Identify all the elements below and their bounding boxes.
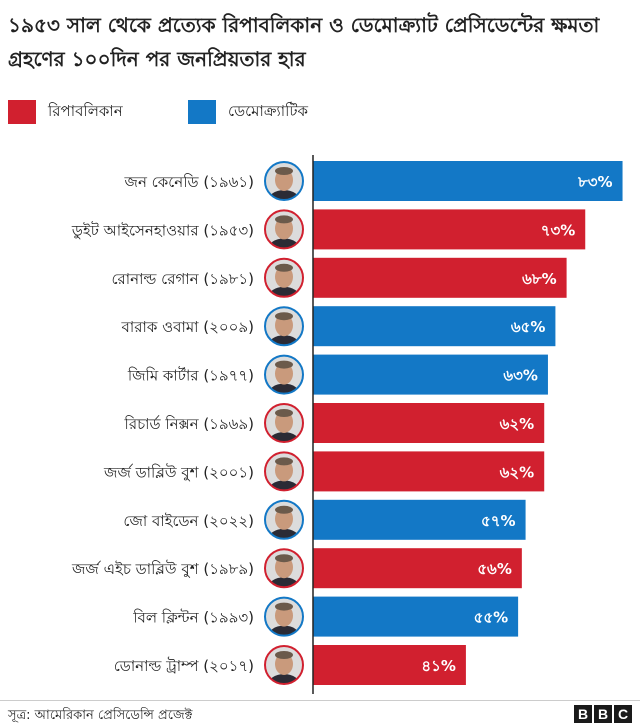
- bar-value-label: ৬২%: [500, 415, 535, 433]
- bar: [313, 548, 522, 589]
- category-label: রোনাল্ড রেগান (১৯৮১): [111, 270, 254, 288]
- president-portrait-icon: [264, 499, 304, 540]
- president-portrait-icon: [264, 209, 304, 250]
- bar: [313, 645, 466, 685]
- president-portrait-icon: [264, 306, 304, 347]
- category-label: জিমি কার্টার (১৯৭৭): [127, 367, 254, 385]
- category-label: জো বাইডেন (২০২২): [123, 512, 254, 530]
- chart-title: ১৯৫৩ সাল থেকে প্রত্যেক রিপাবলিকান ও ডেমো…: [8, 13, 600, 71]
- bar: [313, 257, 567, 298]
- bar: [313, 499, 526, 540]
- category-label: বিল ক্লিন্টন (১৯৯৩): [132, 609, 254, 627]
- category-label: জর্জ ডাব্লিউ বুশ (২০০১): [103, 463, 254, 481]
- category-label: রিচার্ড নিক্সন (১৯৬৯): [124, 415, 254, 433]
- bar: [313, 306, 556, 347]
- president-portrait-icon: [264, 548, 304, 589]
- bar-value-label: ৫৭%: [481, 512, 516, 530]
- bar-value-label: ৬৩%: [503, 367, 538, 385]
- bar-value-label: ৪১%: [421, 657, 456, 675]
- president-portrait-icon: [264, 403, 304, 443]
- president-portrait-icon: [264, 161, 304, 201]
- president-portrait-icon: [264, 451, 304, 492]
- bar: [313, 354, 548, 395]
- bar: [313, 161, 623, 201]
- bar-value-label: ৭৩%: [541, 221, 576, 239]
- legend-swatch-republican: [8, 100, 36, 124]
- category-label: জর্জ এইচ ডাব্লিউ বুশ (১৯৮৯): [71, 560, 254, 578]
- category-label: ডুইট আইসেনহাওয়ার (১৯৫৩): [71, 221, 254, 239]
- president-portrait-icon: [264, 645, 304, 685]
- bar-value-label: ৫৫%: [474, 609, 509, 627]
- bar-value-label: ৫৬%: [477, 560, 512, 578]
- category-label: ডোনাল্ড ট্রাম্প (২০১৭): [114, 657, 254, 675]
- footer-divider: [0, 700, 640, 701]
- bar: [313, 209, 586, 250]
- legend-label-republican: রিপাবলিকান: [48, 101, 123, 120]
- bbc-logo-letter: B: [574, 705, 592, 723]
- president-portrait-icon: [264, 596, 304, 637]
- legend-item-republican: রিপাবলিকান: [8, 100, 123, 124]
- category-label: জন কেনেডি (১৯৬১): [124, 173, 254, 191]
- source-note: সূত্র: আমেরিকান প্রেসিডেন্সি প্রজেক্ট: [8, 708, 193, 723]
- bar: [313, 451, 545, 492]
- bbc-logo: B B C: [574, 705, 632, 723]
- bar: [313, 403, 545, 443]
- bar-value-label: ৬৫%: [511, 318, 546, 336]
- bbc-logo-letter: C: [614, 705, 632, 723]
- bar: [313, 596, 519, 637]
- legend-label-democratic: ডেমোক্র্যাটিক: [228, 101, 309, 120]
- bar-value-label: ৬২%: [500, 463, 535, 481]
- bar-value-label: ৬৮%: [522, 270, 557, 288]
- bar-chart: ৮৩% জন কেনেডি (১৯৬১) ৭৩% ডুইট আইসেনহাওয়ার …: [71, 155, 623, 694]
- bar-value-label: ৮৩%: [577, 173, 613, 191]
- president-portrait-icon: [264, 257, 304, 298]
- president-portrait-icon: [264, 354, 304, 395]
- bbc-logo-letter: B: [594, 705, 612, 723]
- legend-swatch-democratic: [188, 100, 216, 124]
- category-label: বারাক ওবামা (২০০৯): [121, 318, 254, 336]
- legend-item-democratic: ডেমোক্র্যাটিক: [188, 100, 308, 124]
